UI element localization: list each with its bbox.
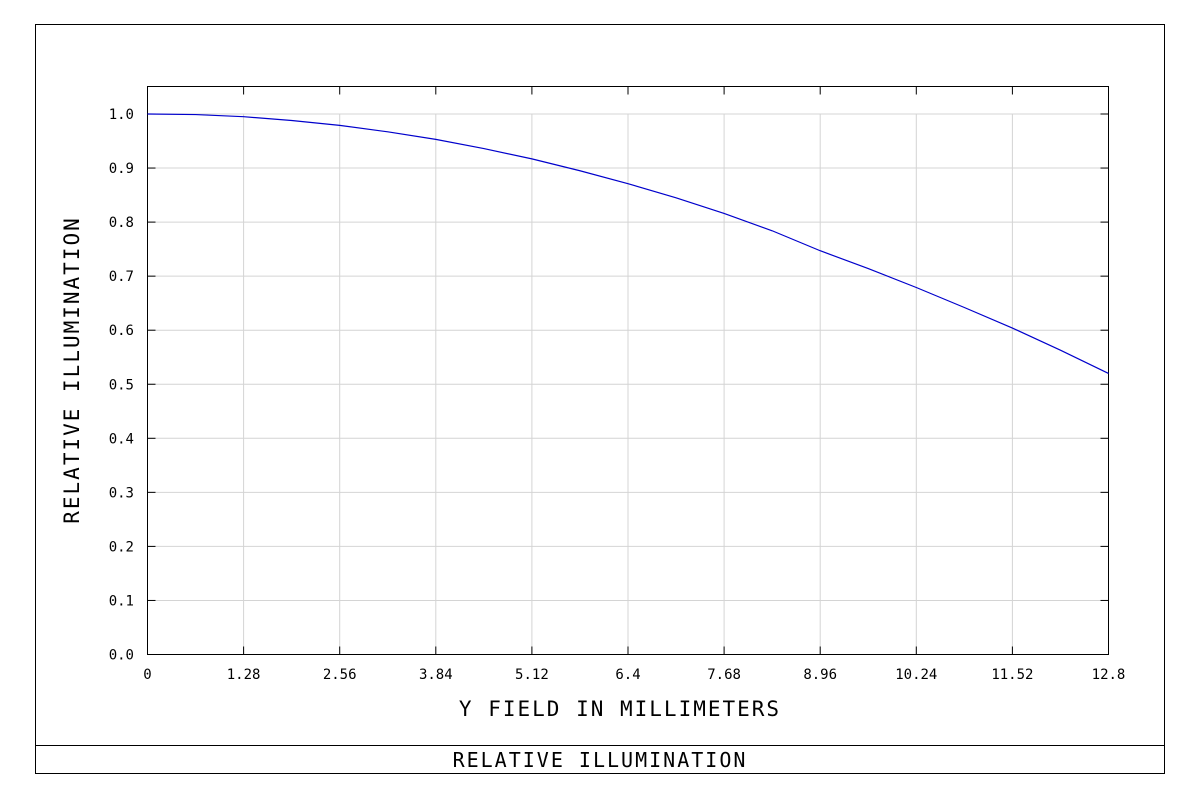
outer-frame	[35, 24, 1165, 774]
y-tick-label: 0.4	[109, 431, 134, 447]
y-tick-label: 0.6	[109, 323, 134, 339]
x-tick-label: 8.96	[803, 667, 837, 683]
tick-marks	[147, 86, 1109, 655]
grid-lines	[147, 113, 1109, 655]
y-tick-labels: 0.0 0.1 0.2 0.3 0.4 0.5 0.6 0.7 0.8 0.9 1.0	[109, 107, 134, 664]
y-tick-label: 0.3	[109, 485, 134, 501]
y-tick-label: 1.0	[109, 107, 134, 123]
x-tick-label: 1.28	[227, 667, 261, 683]
x-tick-label: 10.24	[895, 667, 937, 683]
y-tick-label: 0.2	[109, 539, 134, 555]
y-tick-label: 0.5	[109, 377, 134, 393]
y-tick-label: 0.8	[109, 215, 134, 231]
x-tick-label: 6.4	[615, 667, 640, 683]
y-tick-label: 0.1	[109, 593, 134, 609]
y-tick-label: 0.0	[109, 648, 134, 664]
x-tick-label: 2.56	[323, 667, 357, 683]
x-tick-label: 0	[143, 667, 151, 683]
x-tick-label: 7.68	[707, 667, 741, 683]
chart-title: RELATIVE ILLUMINATION	[453, 748, 748, 772]
y-axis-label: RELATIVE ILLUMINATION	[60, 216, 84, 524]
illumination-curve	[147, 113, 1109, 374]
y-tick-label: 0.9	[109, 161, 134, 177]
x-tick-label: 5.12	[515, 667, 549, 683]
plot-area	[147, 86, 1109, 655]
x-tick-label: 12.8	[1092, 667, 1126, 683]
x-axis-label: Y FIELD IN MILLIMETERS	[459, 697, 781, 721]
x-tick-label: 11.52	[991, 667, 1033, 683]
x-tick-label: 3.84	[419, 667, 453, 683]
y-tick-label: 0.7	[109, 269, 134, 285]
x-tick-labels: 0 1.28 2.56 3.84 5.12 6.4 7.68 8.96 10.24 11.52 12…	[143, 667, 1125, 683]
